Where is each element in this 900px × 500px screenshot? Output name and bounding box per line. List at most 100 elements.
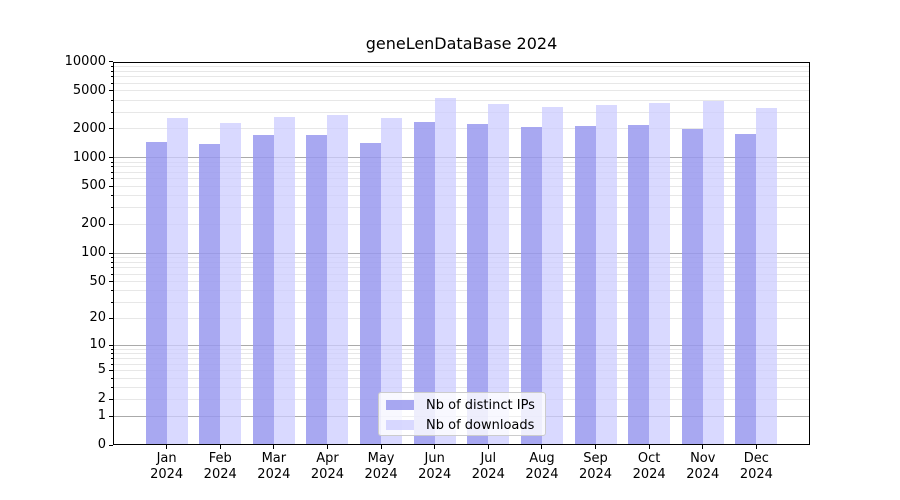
- chart-title: geneLenDataBase 2024: [365, 34, 558, 53]
- gridline-minor: [113, 377, 810, 379]
- gridline-minor: [113, 99, 810, 101]
- y-minor-tick-mark: [111, 166, 113, 168]
- y-tick-mark: [109, 415, 113, 417]
- y-minor-tick-mark: [111, 111, 113, 113]
- gridline-minor: [113, 273, 810, 275]
- bar-downloads: [220, 122, 242, 445]
- x-tick-year: 2024: [471, 467, 505, 482]
- legend-label-downloads: Nb of downloads: [426, 417, 535, 433]
- x-tick-label: Dec 2024: [724, 451, 788, 483]
- x-tick-label: Jul 2024: [456, 451, 520, 483]
- y-tick-label: 0: [97, 437, 106, 452]
- bar-distinct-ips: [306, 135, 328, 445]
- bar-distinct-ips: [145, 142, 167, 445]
- y-minor-tick-mark: [111, 301, 113, 303]
- x-tick-year: 2024: [578, 467, 613, 482]
- y-minor-tick-mark: [111, 267, 113, 269]
- gridline-major: [113, 62, 810, 63]
- gridline-minor: [113, 90, 810, 92]
- x-tick-mark: [648, 445, 650, 449]
- bar-downloads: [166, 117, 188, 445]
- gridline-minor: [113, 166, 810, 168]
- gridline-minor: [113, 369, 810, 371]
- bar-distinct-ips: [199, 143, 221, 445]
- y-minor-tick-mark: [111, 82, 113, 84]
- x-tick-month: Dec: [743, 451, 769, 466]
- gridline-minor: [113, 223, 810, 225]
- y-minor-tick-mark: [111, 207, 113, 209]
- y-tick-label: 5: [97, 362, 106, 378]
- y-minor-tick-mark: [111, 161, 113, 163]
- bar-distinct-ips: [360, 142, 382, 445]
- x-tick-label: May 2024: [349, 451, 413, 483]
- gridline-minor: [113, 281, 810, 282]
- y-tick-mark: [109, 252, 113, 254]
- y-tick-label: 10000: [64, 53, 106, 69]
- y-minor-tick-mark: [111, 290, 113, 292]
- gridline-minor: [113, 207, 810, 209]
- x-tick-label: Sep 2024: [564, 451, 628, 483]
- y-minor-tick-mark: [111, 178, 113, 180]
- x-tick-year: 2024: [632, 467, 666, 482]
- x-tick-label: Jun 2024: [403, 451, 467, 483]
- legend-label-distinct-ips: Nb of distinct IPs: [426, 397, 535, 413]
- bar-distinct-ips: [681, 128, 703, 445]
- gridline-minor: [113, 353, 810, 355]
- gridline-major: [113, 344, 810, 346]
- x-tick-mark: [166, 445, 168, 449]
- y-minor-tick-mark: [111, 398, 113, 400]
- bar-downloads: [702, 100, 724, 445]
- y-tick-label: 10: [89, 337, 106, 353]
- y-minor-tick-mark: [111, 185, 113, 187]
- y-tick-label: 2000: [72, 120, 106, 136]
- bar-distinct-ips: [252, 134, 274, 445]
- x-tick-month: Oct: [637, 451, 661, 466]
- y-tick-mark: [109, 61, 113, 63]
- x-tick-label: Jan 2024: [135, 451, 199, 483]
- y-minor-tick-mark: [111, 128, 113, 130]
- bar-distinct-ips: [520, 127, 542, 445]
- y-tick-mark: [109, 157, 113, 159]
- x-tick-month: Jun: [424, 451, 445, 466]
- gridline-minor: [113, 363, 810, 365]
- x-tick-month: Aug: [529, 451, 555, 466]
- legend-item-distinct-ips: Nb of distinct IPs: [386, 395, 538, 415]
- y-tick-label: 100: [81, 245, 106, 261]
- x-tick-month: Mar: [261, 451, 287, 466]
- x-tick-year: 2024: [203, 467, 237, 482]
- bar-distinct-ips: [467, 124, 489, 445]
- x-tick-label: Aug 2024: [510, 451, 574, 483]
- gridline-minor: [113, 82, 810, 84]
- gridline-minor: [113, 195, 810, 197]
- y-minor-tick-mark: [111, 348, 113, 350]
- x-tick-mark: [595, 445, 597, 449]
- gridline-minor: [113, 317, 810, 319]
- y-tick-label: 500: [81, 178, 106, 194]
- gridline-minor: [113, 348, 810, 350]
- bar-downloads: [649, 103, 671, 445]
- x-tick-year: 2024: [418, 467, 452, 482]
- x-tick-mark: [219, 445, 221, 449]
- y-minor-tick-mark: [111, 358, 113, 360]
- bar-downloads: [273, 117, 295, 445]
- x-tick-mark: [380, 445, 382, 449]
- x-tick-year: 2024: [257, 467, 291, 482]
- y-minor-tick-mark: [111, 76, 113, 78]
- y-tick-mark: [109, 444, 113, 446]
- gridline-minor: [113, 76, 810, 78]
- x-tick-label: Feb 2024: [188, 451, 252, 483]
- y-tick-mark: [109, 344, 113, 346]
- gridline-minor: [113, 261, 810, 263]
- bar-downloads: [488, 104, 510, 445]
- y-minor-tick-mark: [111, 353, 113, 355]
- bar-distinct-ips: [413, 121, 435, 445]
- gridline-minor: [113, 128, 810, 130]
- y-tick-label: 2: [97, 391, 106, 407]
- x-tick-month: Jan: [156, 451, 177, 466]
- bar-downloads: [434, 98, 456, 445]
- legend-swatch-distinct-ips: [386, 400, 414, 410]
- y-minor-tick-mark: [111, 261, 113, 263]
- x-tick-year: 2024: [525, 467, 559, 482]
- legend-swatch-downloads: [386, 420, 414, 430]
